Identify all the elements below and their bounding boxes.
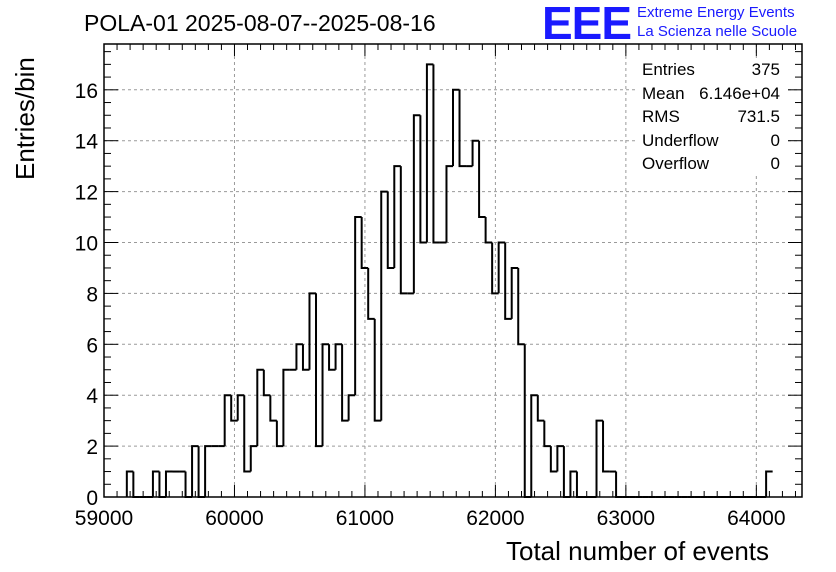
y-tick-label: 0 — [86, 487, 98, 510]
histogram-bin — [615, 471, 623, 498]
histogram-bin — [471, 139, 480, 167]
histogram-bin — [602, 420, 610, 473]
stat-mean: Mean 6.146e+04 — [642, 83, 780, 103]
histogram-bin — [275, 420, 284, 448]
histogram-bin — [393, 165, 401, 268]
histogram-bin — [125, 470, 134, 497]
histogram-bin — [315, 293, 323, 448]
histogram-bin — [295, 343, 303, 370]
histogram-bin — [367, 267, 375, 320]
histogram-bin — [243, 395, 251, 473]
histogram-bin — [530, 394, 538, 497]
histogram-bin — [765, 470, 773, 497]
histogram-series — [125, 63, 773, 498]
x-tick-label: 62000 — [466, 507, 524, 530]
stat-rms: RMS 731.5 — [642, 107, 780, 126]
histogram-bin — [301, 344, 310, 371]
histogram-bin — [380, 190, 388, 421]
eee-logo: EEE — [542, 0, 632, 49]
histogram-bin — [256, 368, 264, 447]
y-tick-label: 16 — [75, 80, 98, 103]
histogram-bin — [491, 242, 499, 295]
y-axis-label: Entries/bin — [10, 57, 40, 180]
histogram-bin — [399, 166, 408, 295]
tick-marks — [103, 44, 802, 498]
histogram-bin — [308, 292, 317, 370]
x-tick-label: 59000 — [75, 507, 133, 530]
x-tick-label: 60000 — [205, 507, 263, 530]
stat-entries: Entries 375 — [642, 60, 780, 79]
chart-title: POLA-01 2025-08-07--2025-08-16 — [84, 10, 436, 36]
histogram-bin — [191, 445, 199, 497]
histogram-bin — [412, 114, 421, 294]
histogram-bin — [164, 470, 173, 497]
histogram-bin — [341, 344, 349, 422]
stat-underflow: Underflow 0 — [642, 130, 780, 150]
histogram-bin — [321, 343, 330, 447]
histogram-bin — [569, 470, 577, 497]
histogram-bin — [204, 445, 212, 497]
histogram-bin — [230, 395, 238, 422]
histogram-bin — [360, 217, 369, 269]
histogram-bin — [556, 445, 564, 472]
histogram-bin — [334, 343, 343, 370]
stat-overflow: Overflow 0 — [642, 154, 780, 173]
histogram-bin — [484, 217, 493, 244]
tick-labels: 59000 60000 61000 62000 63000 64000 0 2 4 6 8 10 12 1… — [75, 80, 786, 530]
histogram-bin — [223, 394, 232, 447]
histogram-bin — [249, 445, 258, 472]
histogram-bin — [373, 318, 382, 422]
histogram-bin — [478, 140, 486, 219]
histogram-bin — [151, 470, 160, 497]
histogram-bin — [432, 64, 440, 244]
histogram-bin — [595, 419, 604, 497]
histogram-bin — [517, 267, 525, 346]
axes — [103, 43, 803, 498]
histogram-bin — [269, 395, 277, 422]
stats-box: Entries 375 Mean 6.146e+04 RMS 731.5 Underf… — [636, 58, 786, 176]
histogram-bin — [452, 88, 460, 167]
x-tick-label: 63000 — [597, 507, 655, 530]
x-tick-label: 64000 — [727, 507, 785, 530]
y-tick-label: 8 — [86, 283, 98, 306]
y-tick-label: 2 — [86, 436, 98, 459]
histogram-bin — [458, 89, 467, 168]
histogram-bin — [504, 242, 512, 320]
y-tick-label: 4 — [86, 385, 98, 408]
histogram-bin — [575, 471, 584, 498]
histogram-bin — [543, 420, 551, 448]
histogram-bin — [510, 266, 519, 319]
histogram-bin — [132, 471, 140, 498]
histogram-bin — [419, 115, 427, 244]
y-tick-label: 6 — [86, 334, 98, 357]
logo-line-1: Extreme Energy Events — [637, 4, 795, 21]
histogram-bin — [549, 446, 558, 473]
x-tick-label: 61000 — [336, 507, 394, 530]
logo-caption: Extreme Energy Events La Scienza nelle S… — [637, 3, 797, 41]
y-tick-label: 14 — [75, 131, 99, 154]
plot-frame — [103, 43, 803, 498]
histogram-bin — [236, 394, 245, 421]
y-tick-label: 10 — [75, 233, 98, 256]
histogram-bin — [328, 344, 336, 371]
histogram-bin — [282, 368, 290, 447]
y-tick-label: 12 — [75, 182, 98, 205]
histogram-bin — [386, 191, 395, 269]
histogram-bin — [354, 216, 362, 396]
histogram-bin — [445, 165, 453, 243]
x-axis-label: Total number of events — [506, 536, 770, 566]
histogram-bin — [262, 369, 271, 397]
histogram-bin — [347, 394, 356, 421]
histogram-bin — [425, 63, 434, 243]
logo-line-2: La Scienza nelle Scuole — [637, 23, 798, 40]
histogram-bin — [497, 241, 506, 294]
histogram-bin — [536, 395, 545, 422]
